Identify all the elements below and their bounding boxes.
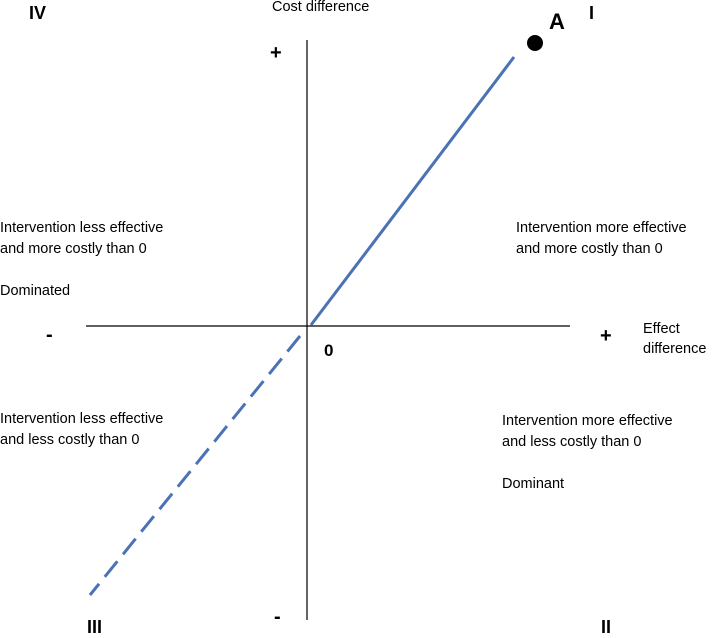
quadrant-1-line1: Intervention more effective xyxy=(516,220,687,236)
threshold-line-solid xyxy=(309,56,516,326)
quadrant-2-numeral: II xyxy=(601,617,612,637)
x-minus-sign: - xyxy=(46,324,53,346)
quadrant-4-line1: Intervention less effective xyxy=(0,220,164,236)
point-a-marker xyxy=(527,35,543,51)
quadrant-4-numeral: IV xyxy=(29,3,47,23)
point-a-label: A xyxy=(549,9,565,34)
quadrant-1-description: Intervention more effective and more cos… xyxy=(516,218,687,260)
quadrant-3-line2: and less costly than 0 xyxy=(0,432,140,449)
quadrant-3-description: Intervention less effective and less cos… xyxy=(0,409,163,451)
quadrant-2-line1: Intervention more effective xyxy=(502,413,673,429)
origin-label: 0 xyxy=(324,341,334,360)
quadrant-1-line2: and more costly than 0 xyxy=(516,241,663,258)
y-minus-sign: - xyxy=(274,606,281,628)
threshold-line-dashed xyxy=(88,335,302,596)
quadrant-2-line2: and less costly than 0 xyxy=(502,434,642,451)
x-axis-label-line2: difference xyxy=(643,340,707,357)
y-plus-sign: + xyxy=(270,42,282,64)
quadrant-4-description: Intervention less effective and more cos… xyxy=(0,218,163,260)
quadrant-3-numeral: III xyxy=(87,617,103,637)
y-axis-label: Cost difference xyxy=(272,0,370,15)
quadrant-2-description: Intervention more effective and less cos… xyxy=(502,411,673,453)
quadrant-4-line2: and more costly than 0 xyxy=(0,241,147,258)
x-axis-label: Effect difference xyxy=(643,320,706,359)
quadrant-4-status: Dominated xyxy=(0,283,71,299)
quadrant-1-numeral: I xyxy=(589,3,595,23)
x-plus-sign: + xyxy=(600,325,612,347)
x-axis-label-line1: Effect xyxy=(643,321,680,337)
quadrant-3-line1: Intervention less effective xyxy=(0,411,164,427)
quadrant-2-status: Dominant xyxy=(502,476,565,492)
